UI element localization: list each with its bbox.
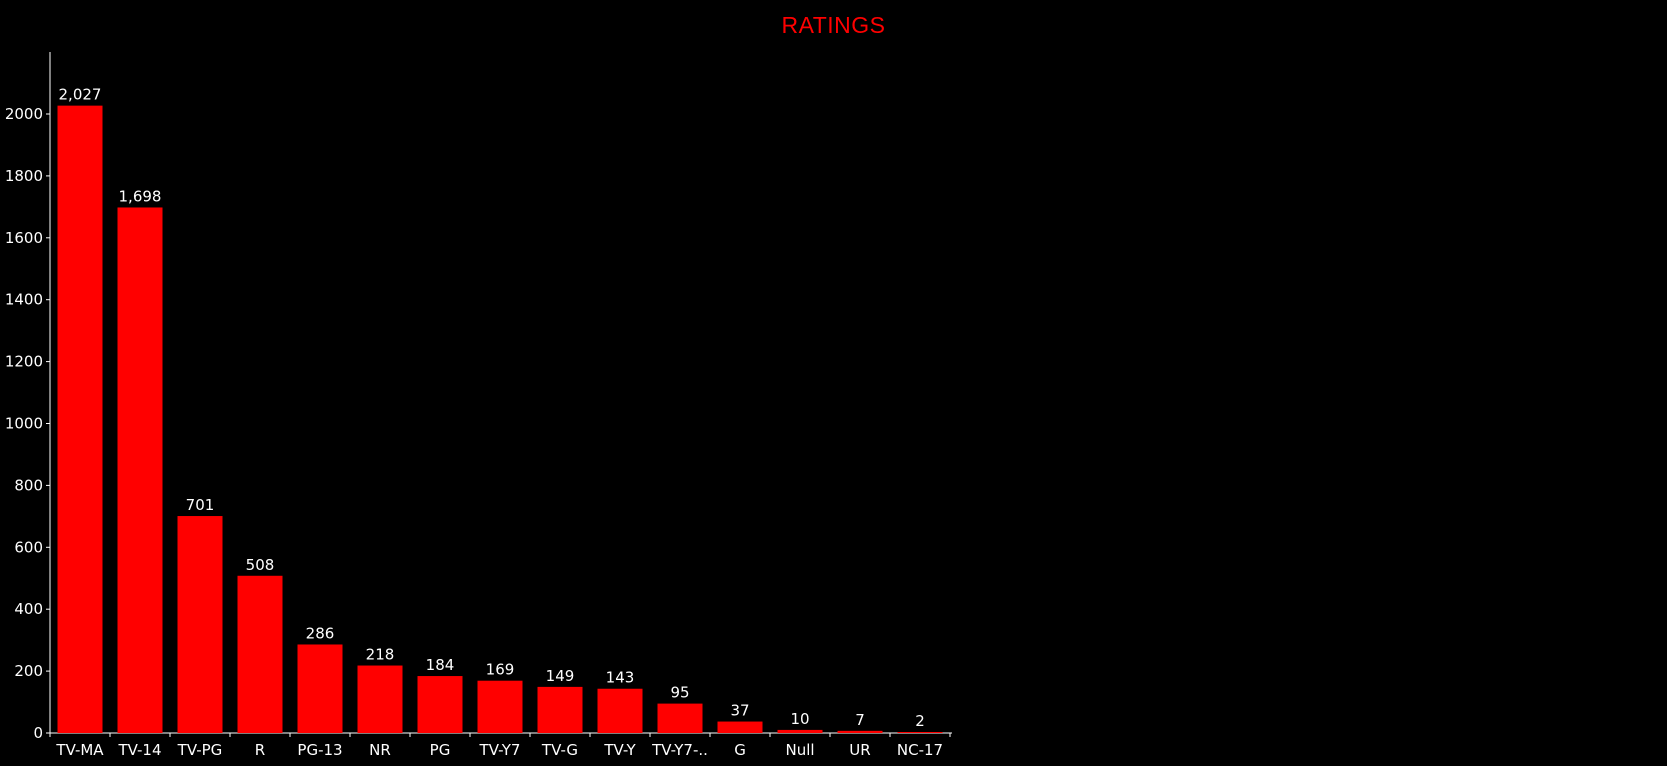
y-tick-label: 600 [14, 538, 43, 556]
x-category-label: UR [849, 741, 870, 759]
bar-g [717, 721, 763, 733]
bar-r [237, 575, 283, 733]
bar-value-label: 286 [306, 624, 335, 642]
x-category-label: R [255, 741, 265, 759]
bar-tv-ma [57, 105, 103, 734]
bar-pg [417, 676, 463, 733]
x-category-label: TV-MA [55, 741, 104, 759]
y-tick-label: 200 [14, 662, 43, 680]
x-category-label: G [734, 741, 746, 759]
bar-value-label: 7 [855, 711, 865, 729]
y-tick-label: 2000 [5, 105, 43, 123]
x-category-label: PG-13 [297, 741, 342, 759]
x-category-label: TV-Y7 [479, 741, 521, 759]
x-category-label: NR [369, 741, 391, 759]
x-category-label: TV-PG [177, 741, 223, 759]
bar-nr [357, 665, 403, 733]
bar-tv-y7 [477, 680, 523, 733]
y-tick-label: 1200 [5, 353, 43, 371]
bar-tv-14 [117, 207, 163, 733]
bar-value-label: 149 [546, 667, 575, 685]
bar-value-label: 10 [790, 710, 809, 728]
bar-value-label: 701 [186, 496, 215, 514]
y-tick-label: 1600 [5, 229, 43, 247]
y-tick-label: 800 [14, 476, 43, 494]
chart-title: RATINGS [781, 12, 886, 38]
bar-tv-y7 [657, 703, 703, 733]
bar-nc-17 [897, 732, 943, 733]
y-tick-label: 400 [14, 600, 43, 618]
bar-value-label: 143 [606, 669, 635, 687]
bar-null [777, 729, 823, 733]
bar-value-label: 169 [486, 661, 515, 679]
bar-value-label: 508 [246, 556, 275, 574]
y-tick-label: 1400 [5, 291, 43, 309]
x-category-label: TV-G [541, 741, 578, 759]
bar-value-label: 95 [670, 684, 689, 702]
bar-value-label: 37 [730, 702, 749, 720]
bar-tv-y [597, 688, 643, 733]
bar-tv-pg [177, 516, 223, 733]
x-category-label: TV-Y [603, 741, 636, 759]
x-category-label: NC-17 [897, 741, 943, 759]
bar-value-label: 2 [915, 712, 925, 730]
x-category-label: PG [430, 741, 451, 759]
y-tick-label: 0 [33, 724, 43, 742]
x-category-label: Null [785, 741, 814, 759]
x-category-label: TV-Y7-.. [651, 741, 708, 759]
x-category-label: TV-14 [117, 741, 161, 759]
bar-pg-13 [297, 644, 343, 733]
bar-value-label: 2,027 [59, 86, 102, 104]
bar-value-label: 184 [426, 656, 455, 674]
y-tick-label: 1800 [5, 167, 43, 185]
y-tick-label: 1000 [5, 415, 43, 433]
bar-value-label: 1,698 [119, 187, 162, 205]
bar-tv-g [537, 686, 583, 733]
bar-value-label: 218 [366, 646, 395, 664]
bar-ur [837, 730, 883, 733]
